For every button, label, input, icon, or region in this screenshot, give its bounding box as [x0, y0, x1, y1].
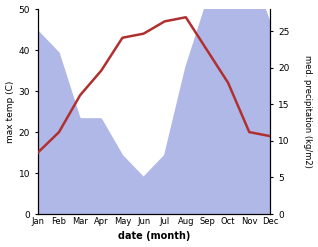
Y-axis label: max temp (C): max temp (C) [5, 80, 15, 143]
X-axis label: date (month): date (month) [118, 231, 190, 242]
Y-axis label: med. precipitation (kg/m2): med. precipitation (kg/m2) [303, 55, 313, 168]
